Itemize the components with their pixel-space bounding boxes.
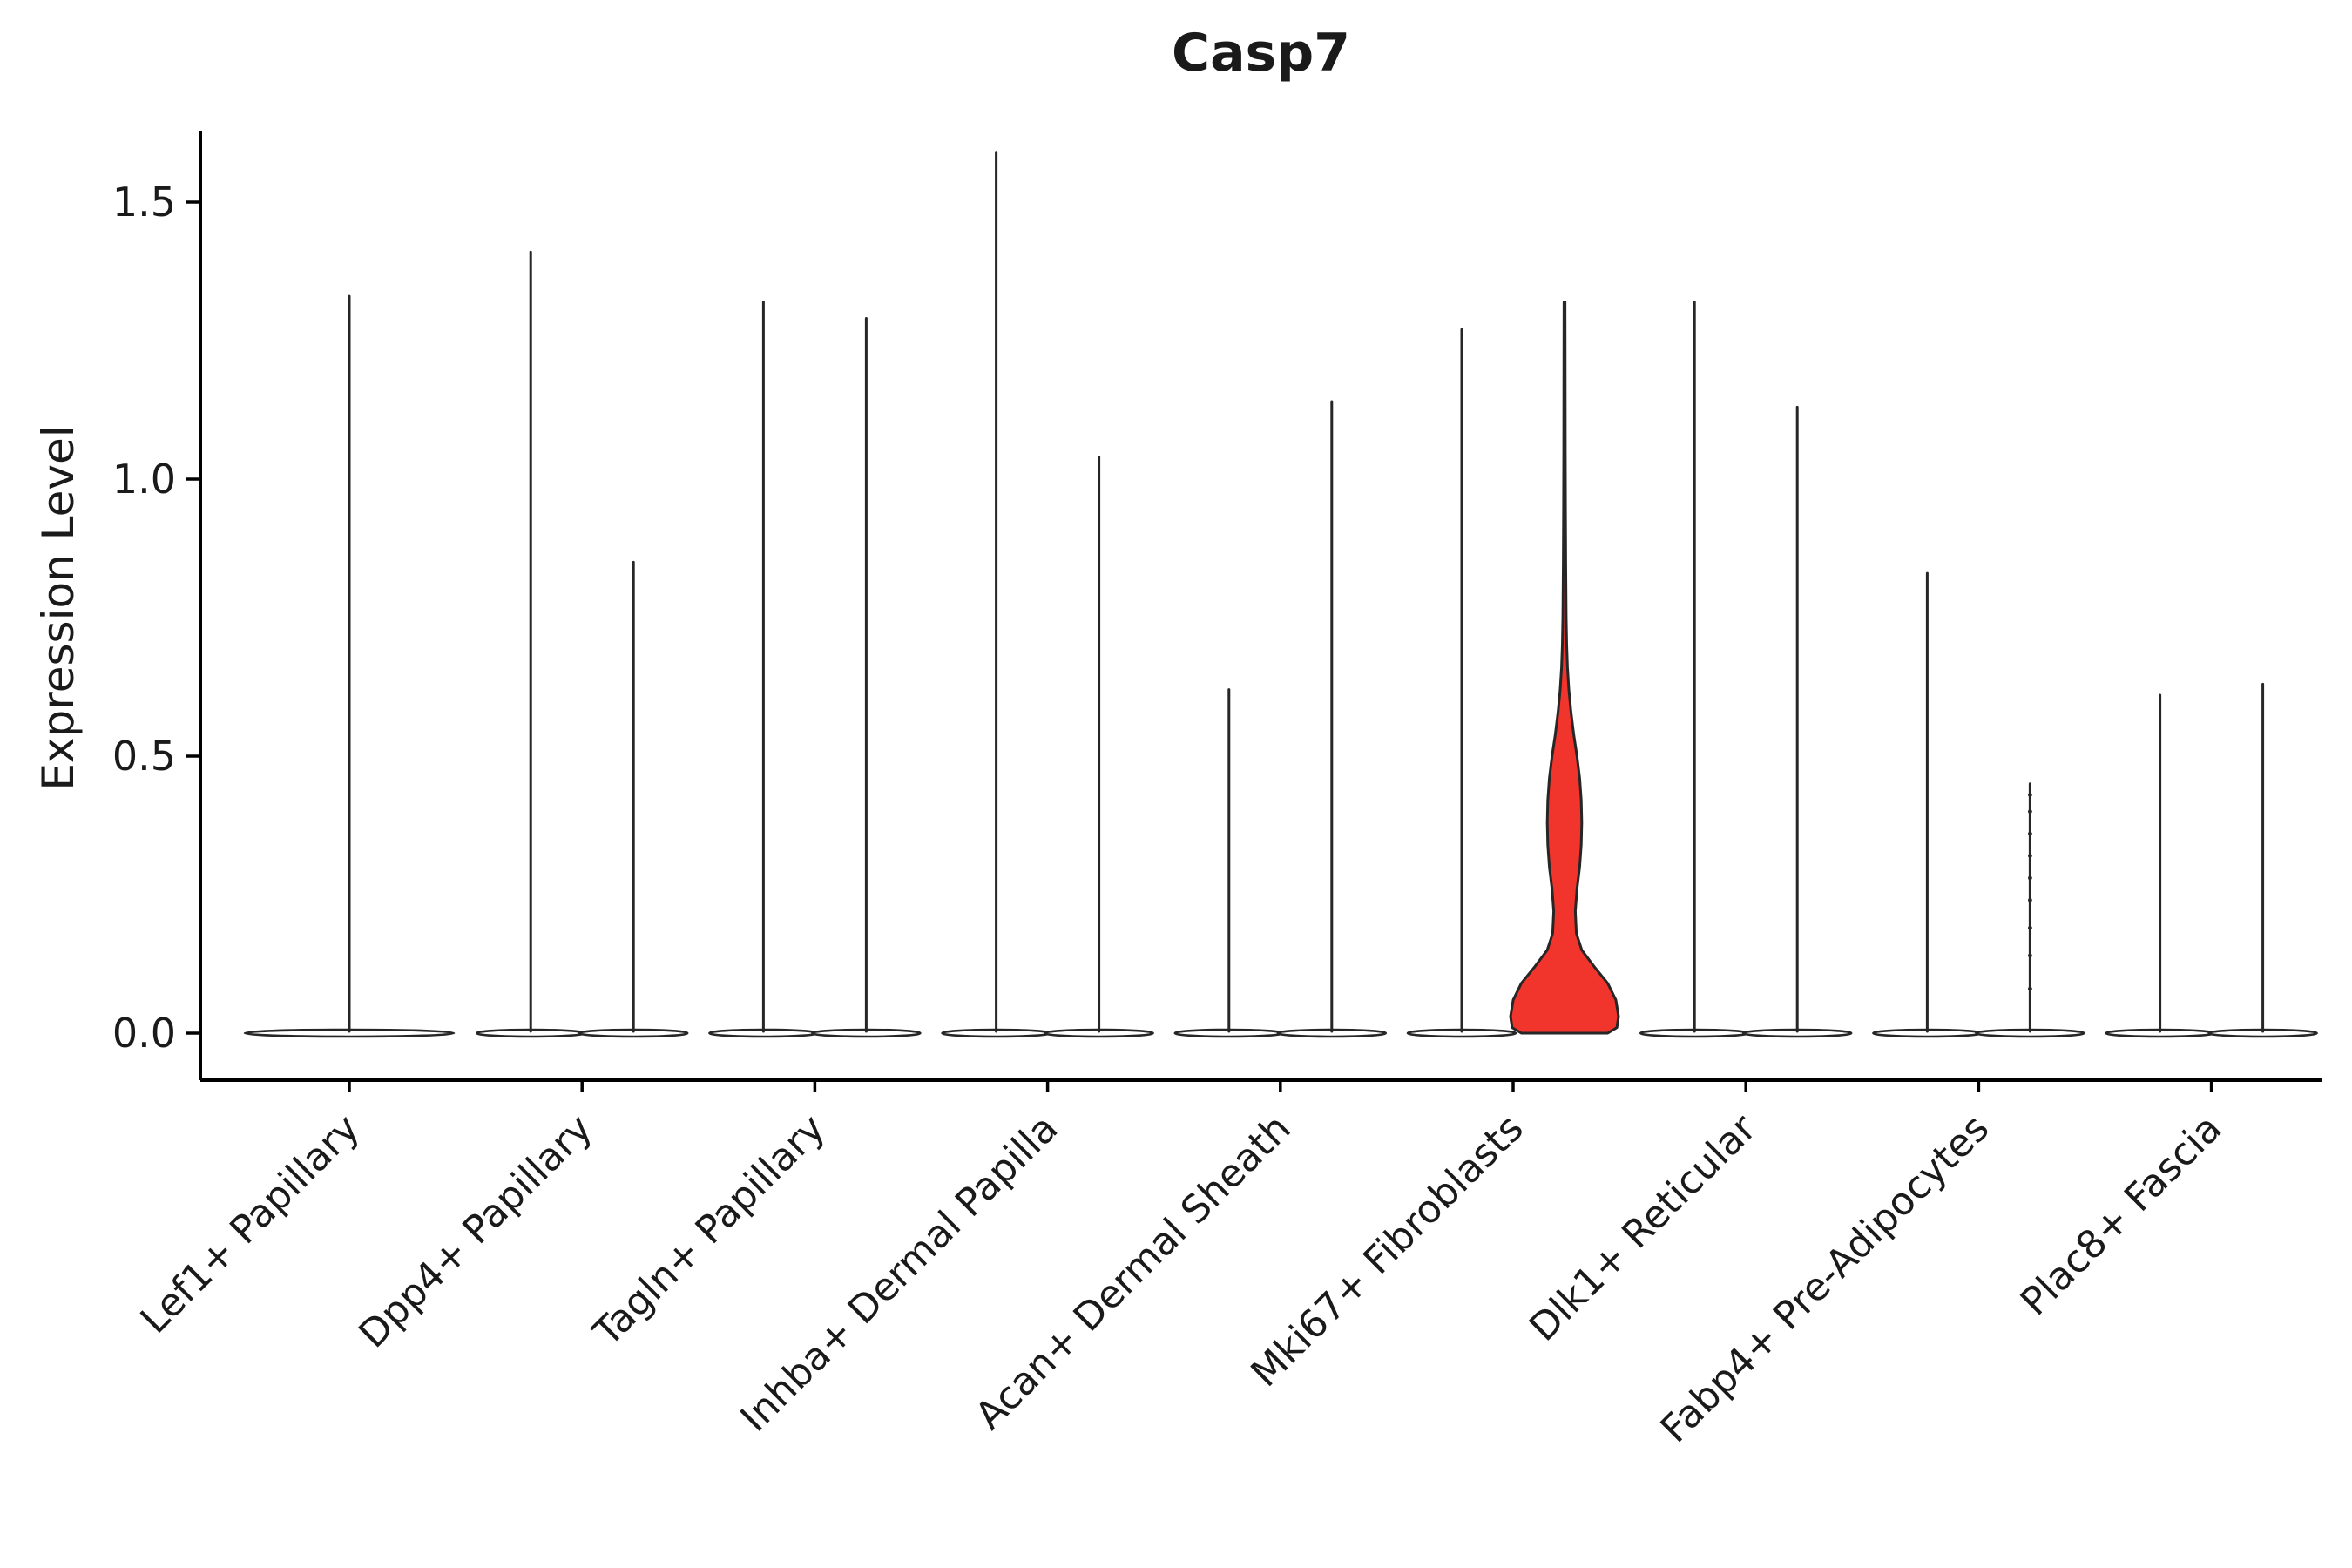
x-tick-label: Plac8+ Fascia xyxy=(2012,1106,2231,1325)
x-tick-label: Dlk1+ Reticular xyxy=(1521,1105,1766,1350)
violin-point xyxy=(2028,875,2032,881)
chart-title: Casp7 xyxy=(1172,23,1350,84)
x-tick-label: Tagln+ Papillary xyxy=(585,1106,834,1355)
violin-point xyxy=(2028,897,2032,902)
y-tick-label: 1.5 xyxy=(112,179,176,226)
violin-point xyxy=(2028,854,2032,858)
y-axis-label: Expression Level xyxy=(33,425,84,791)
violin-point xyxy=(2028,831,2032,836)
x-tick-label: Lef1+ Papillary xyxy=(132,1106,368,1342)
violin-point xyxy=(2028,953,2032,958)
y-tick-label: 1.0 xyxy=(112,456,176,503)
violin-point xyxy=(2028,986,2032,991)
highlighted-violin xyxy=(1509,301,1620,1035)
y-tick-label: 0.0 xyxy=(112,1010,176,1057)
violin-point xyxy=(2028,793,2032,797)
violin-point xyxy=(2028,809,2032,814)
y-tick-label: 0.5 xyxy=(112,733,176,780)
violin-point xyxy=(2028,925,2032,930)
x-tick-label: Dpp4+ Papillary xyxy=(350,1106,601,1357)
